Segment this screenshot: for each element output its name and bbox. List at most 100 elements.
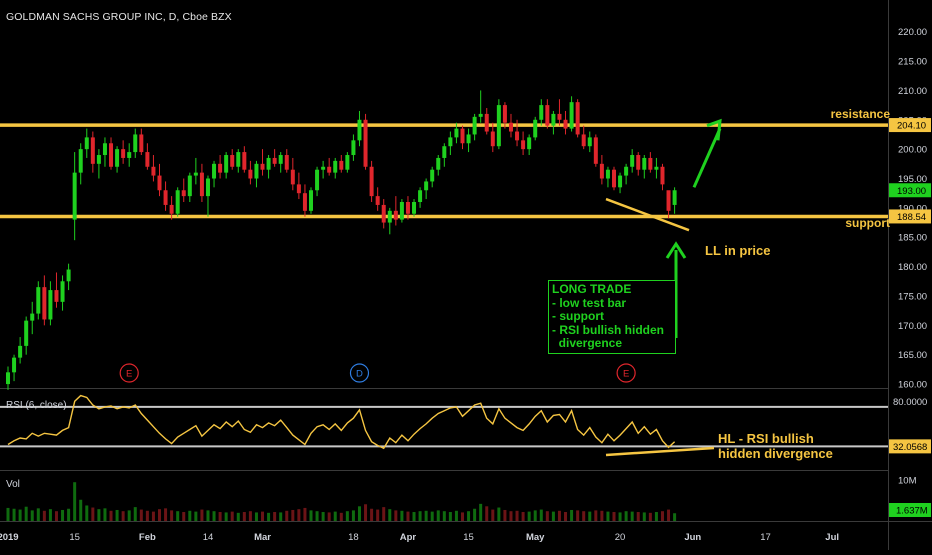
volume-bar [630, 511, 634, 521]
candle-body [145, 152, 150, 167]
candle [381, 199, 386, 229]
volume-bar [30, 510, 34, 521]
candle [466, 128, 471, 153]
candle [581, 125, 586, 150]
hl-rsi-note-line1: HL - RSI bullish [718, 431, 814, 446]
volume-bar [582, 511, 586, 521]
candle [266, 155, 271, 179]
candle [660, 163, 665, 191]
candle-body [515, 131, 520, 141]
volume-bar [297, 509, 301, 521]
volume-bar [285, 510, 289, 521]
candle-body [442, 146, 447, 158]
candle-body [84, 137, 89, 150]
candle-body [278, 155, 283, 164]
candle [545, 99, 550, 129]
candle [133, 128, 138, 158]
volume-bar [145, 510, 149, 521]
candle [630, 149, 635, 173]
volume-bar [648, 512, 652, 521]
volume-bar [42, 510, 46, 521]
candle [48, 281, 53, 326]
volume-bar [73, 482, 77, 521]
candle [345, 152, 350, 173]
volume-bar [521, 512, 525, 521]
volume-bar [242, 512, 246, 521]
candle-body [30, 313, 35, 321]
candle [363, 113, 368, 170]
volume-bar [461, 512, 464, 521]
candle [442, 143, 447, 167]
candle [393, 196, 398, 226]
x-tick-label: Apr [400, 532, 417, 543]
volume-bar [164, 508, 168, 521]
candle-body [502, 105, 507, 123]
trade-box-line: divergence [552, 336, 623, 351]
price-tag-label: 188.54 [897, 212, 926, 223]
candle [515, 119, 520, 147]
x-tick-label: Jun [684, 532, 701, 543]
volume-bar [448, 512, 452, 521]
candle [54, 272, 59, 308]
candle-body [654, 166, 659, 170]
ll-in-price-note: LL in price [705, 243, 771, 258]
candle-body [454, 128, 459, 138]
event-marker-letter: E [126, 369, 132, 380]
volume-bar [236, 512, 240, 521]
volume-bar [479, 503, 483, 521]
volume-bar [327, 512, 331, 521]
candle-body [381, 204, 386, 223]
volume-bar [279, 512, 283, 521]
volume-bar [273, 512, 277, 521]
candle [30, 301, 35, 335]
candle [115, 146, 120, 173]
candle-body [448, 137, 453, 147]
volume-bar [121, 511, 125, 521]
candle [66, 263, 71, 291]
candle [224, 152, 229, 179]
candle [102, 137, 107, 167]
candle [272, 149, 277, 167]
volume-bar [248, 511, 252, 521]
candle-body [533, 119, 538, 138]
candle [193, 157, 198, 185]
price-tag: 188.54 [889, 209, 931, 224]
price-tick-label: 165.00 [898, 350, 927, 361]
price-tag-label: 193.00 [897, 186, 926, 197]
volume-bar [418, 511, 422, 521]
candle [369, 160, 374, 202]
candle [72, 152, 77, 241]
candle-body [569, 102, 574, 129]
candle-body [545, 105, 550, 126]
candle [284, 149, 289, 173]
x-tick-label: 17 [760, 532, 771, 543]
candle [563, 110, 568, 135]
candle-body [54, 290, 59, 302]
candle-body [472, 116, 477, 135]
volume-bar [382, 507, 386, 521]
volume-bar [115, 509, 119, 521]
candle-body [521, 140, 526, 150]
candle [551, 110, 556, 135]
price-tick-label: 200.00 [898, 145, 927, 156]
candle [593, 134, 598, 167]
price-tick-label: 170.00 [898, 321, 927, 332]
event-marker-ring [349, 363, 370, 383]
candle-body [212, 163, 217, 179]
candle [248, 160, 253, 185]
candle-body [345, 155, 350, 170]
candle [187, 172, 192, 202]
volume-bar [430, 511, 434, 521]
candle-body [496, 105, 501, 147]
candle [175, 187, 180, 217]
volume-bar [654, 512, 658, 521]
candle-body [163, 190, 168, 205]
volume-bar [61, 509, 65, 521]
candle [218, 155, 223, 179]
candle-body [96, 155, 101, 164]
candle [624, 163, 629, 185]
candle [145, 143, 150, 170]
volume-bar [642, 512, 646, 521]
event-marker-letter: D [356, 369, 363, 380]
